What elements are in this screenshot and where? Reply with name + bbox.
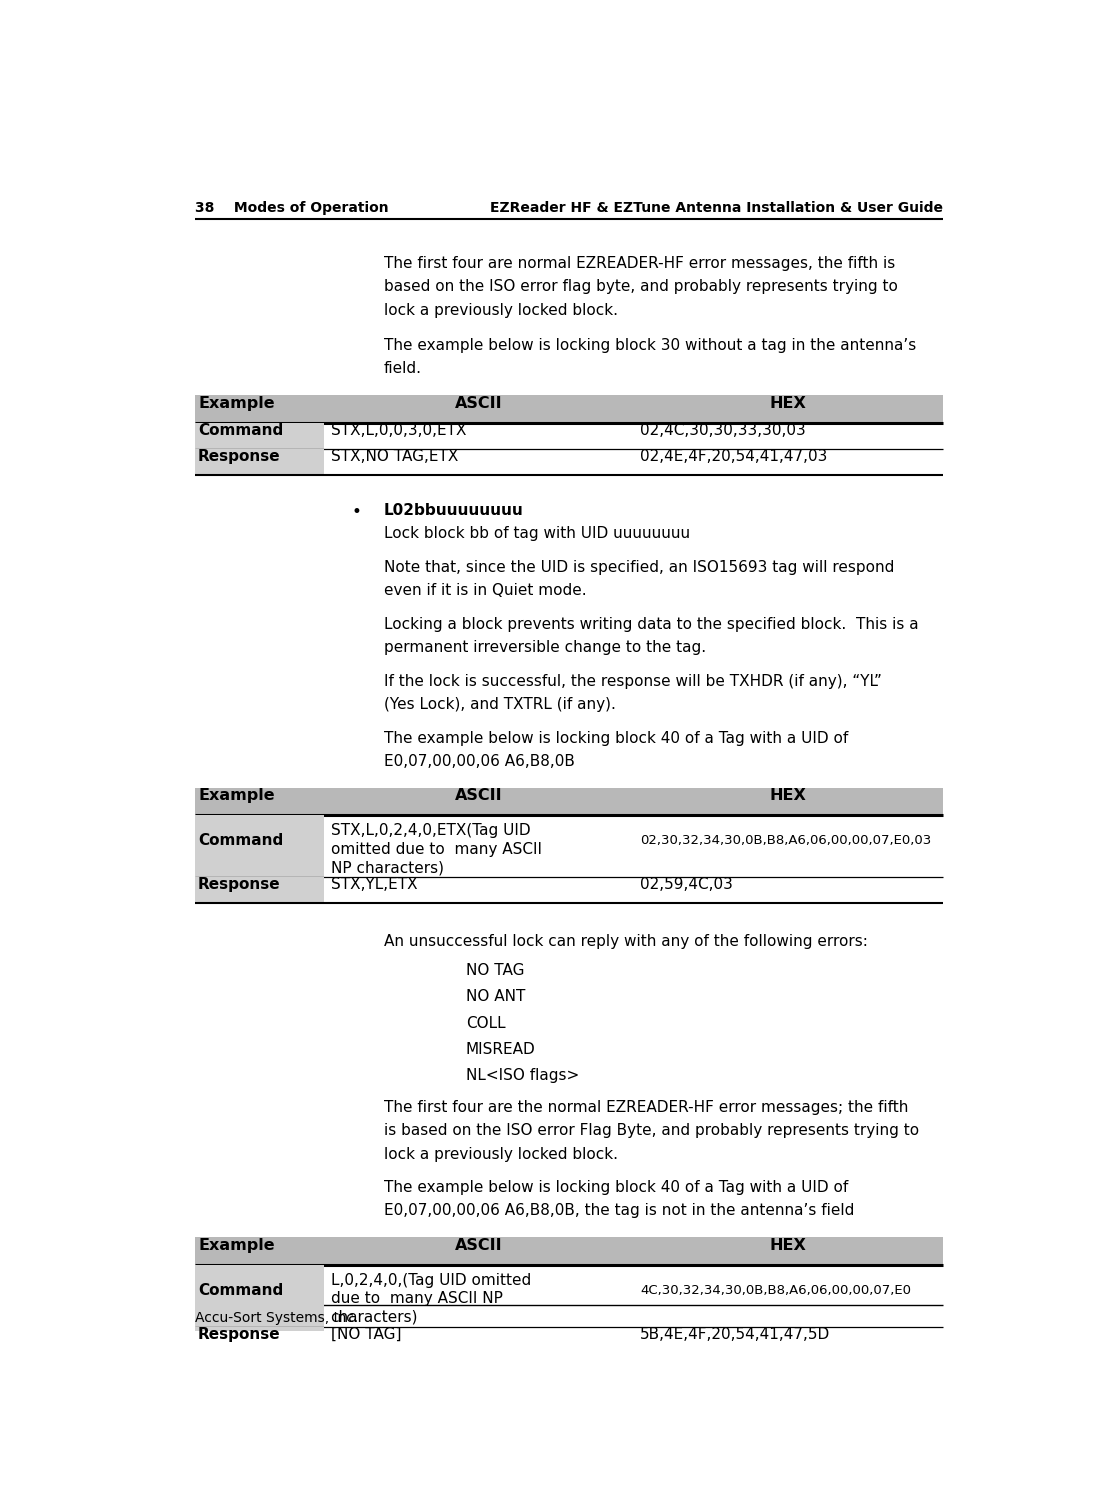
Bar [194,395,944,423]
Text: EZReader HF & EZTune Antenna Installation & User Guide: EZReader HF & EZTune Antenna Installatio… [491,200,944,215]
Text: lock a previously locked block.: lock a previously locked block. [384,302,618,317]
Bar [194,448,324,475]
Bar [194,423,324,448]
Text: field.: field. [384,362,422,377]
Text: Command: Command [198,1283,283,1298]
Text: MISREAD: MISREAD [466,1042,535,1057]
Text: HEX: HEX [770,788,807,803]
Bar [194,788,944,815]
Text: Lock block bb of tag with UID uuuuuuuu: Lock block bb of tag with UID uuuuuuuu [384,526,690,541]
Bar [194,1238,944,1265]
Text: [NO TAG]: [NO TAG] [331,1326,401,1341]
Text: NO TAG: NO TAG [466,963,524,978]
Text: is based on the ISO error Flag Byte, and probably represents trying to: is based on the ISO error Flag Byte, and… [384,1123,919,1138]
Text: If the lock is successful, the response will be TXHDR (if any), “YL”: If the lock is successful, the response … [384,674,881,689]
Bar [194,1326,324,1353]
Text: COLL: COLL [466,1015,505,1030]
Text: even if it is in Quiet mode.: even if it is in Quiet mode. [384,583,586,598]
Text: L,0,2,4,0,(Tag UID omitted: L,0,2,4,0,(Tag UID omitted [331,1272,531,1287]
Text: permanent irreversible change to the tag.: permanent irreversible change to the tag… [384,640,706,655]
Text: Response: Response [198,1326,281,1341]
Text: STX,YL,ETX: STX,YL,ETX [331,878,417,893]
Text: Example: Example [198,396,275,411]
Text: 02,59,4C,03: 02,59,4C,03 [640,878,733,893]
Text: 02,30,32,34,30,0B,B8,A6,06,00,00,07,E0,03: 02,30,32,34,30,0B,B8,A6,06,00,00,07,E0,0… [640,834,931,848]
Text: 5B,4E,4F,20,54,41,47,5D: 5B,4E,4F,20,54,41,47,5D [640,1326,830,1341]
Text: based on the ISO error flag byte, and probably represents trying to: based on the ISO error flag byte, and pr… [384,280,898,295]
Text: ASCII: ASCII [455,1238,503,1253]
Text: Response: Response [198,448,281,463]
Text: Example: Example [198,1238,275,1253]
Text: due to  many ASCII NP: due to many ASCII NP [331,1292,503,1307]
Text: L02bbuuuuuuuu: L02bbuuuuuuuu [384,502,524,517]
Text: 38    Modes of Operation: 38 Modes of Operation [194,200,388,215]
Text: STX,L,0,2,4,0,ETX(Tag UID: STX,L,0,2,4,0,ETX(Tag UID [331,824,531,839]
Text: The first four are normal EZREADER-HF error messages, the fifth is: The first four are normal EZREADER-HF er… [384,257,895,272]
Text: HEX: HEX [770,396,807,411]
Text: •: • [351,502,361,520]
Text: (Yes Lock), and TXTRL (if any).: (Yes Lock), and TXTRL (if any). [384,697,616,712]
Bar [194,1265,324,1326]
Text: NL<ISO flags>: NL<ISO flags> [466,1067,579,1082]
Text: The example below is locking block 40 of a Tag with a UID of: The example below is locking block 40 of… [384,731,848,746]
Text: ASCII: ASCII [455,788,503,803]
Text: ASCII: ASCII [455,396,503,411]
Text: Locking a block prevents writing data to the specified block.  This is a: Locking a block prevents writing data to… [384,617,919,632]
Bar [194,815,324,878]
Text: 4C,30,32,34,30,0B,B8,A6,06,00,00,07,E0: 4C,30,32,34,30,0B,B8,A6,06,00,00,07,E0 [640,1284,911,1296]
Text: omitted due to  many ASCII: omitted due to many ASCII [331,842,542,857]
Text: An unsuccessful lock can reply with any of the following errors:: An unsuccessful lock can reply with any … [384,934,868,949]
Text: NO ANT: NO ANT [466,990,525,1005]
Text: NP characters): NP characters) [331,860,444,875]
Bar [194,878,324,903]
Text: HEX: HEX [770,1238,807,1253]
Text: STX,NO TAG,ETX: STX,NO TAG,ETX [331,448,458,463]
Text: The example below is locking block 40 of a Tag with a UID of: The example below is locking block 40 of… [384,1181,848,1196]
Text: The first four are the normal EZREADER-HF error messages; the fifth: The first four are the normal EZREADER-H… [384,1100,908,1115]
Text: 02,4C,30,30,33,30,03: 02,4C,30,30,33,30,03 [640,423,806,438]
Text: E0,07,00,00,06 A6,B8,0B, the tag is not in the antenna’s field: E0,07,00,00,06 A6,B8,0B, the tag is not … [384,1203,855,1218]
Text: The example below is locking block 30 without a tag in the antenna’s: The example below is locking block 30 wi… [384,338,916,353]
Text: Accu-Sort Systems, Inc.: Accu-Sort Systems, Inc. [194,1311,357,1325]
Text: E0,07,00,00,06 A6,B8,0B: E0,07,00,00,06 A6,B8,0B [384,753,575,768]
Text: Response: Response [198,878,281,893]
Text: characters): characters) [331,1310,418,1325]
Text: 02,4E,4F,20,54,41,47,03: 02,4E,4F,20,54,41,47,03 [640,448,828,463]
Text: Example: Example [198,788,275,803]
Text: lock a previously locked block.: lock a previously locked block. [384,1147,618,1162]
Text: STX,L,0,0,3,0,ETX: STX,L,0,0,3,0,ETX [331,423,466,438]
Text: Command: Command [198,833,283,848]
Text: Note that, since the UID is specified, an ISO15693 tag will respond: Note that, since the UID is specified, a… [384,559,895,574]
Text: Command: Command [198,423,283,438]
